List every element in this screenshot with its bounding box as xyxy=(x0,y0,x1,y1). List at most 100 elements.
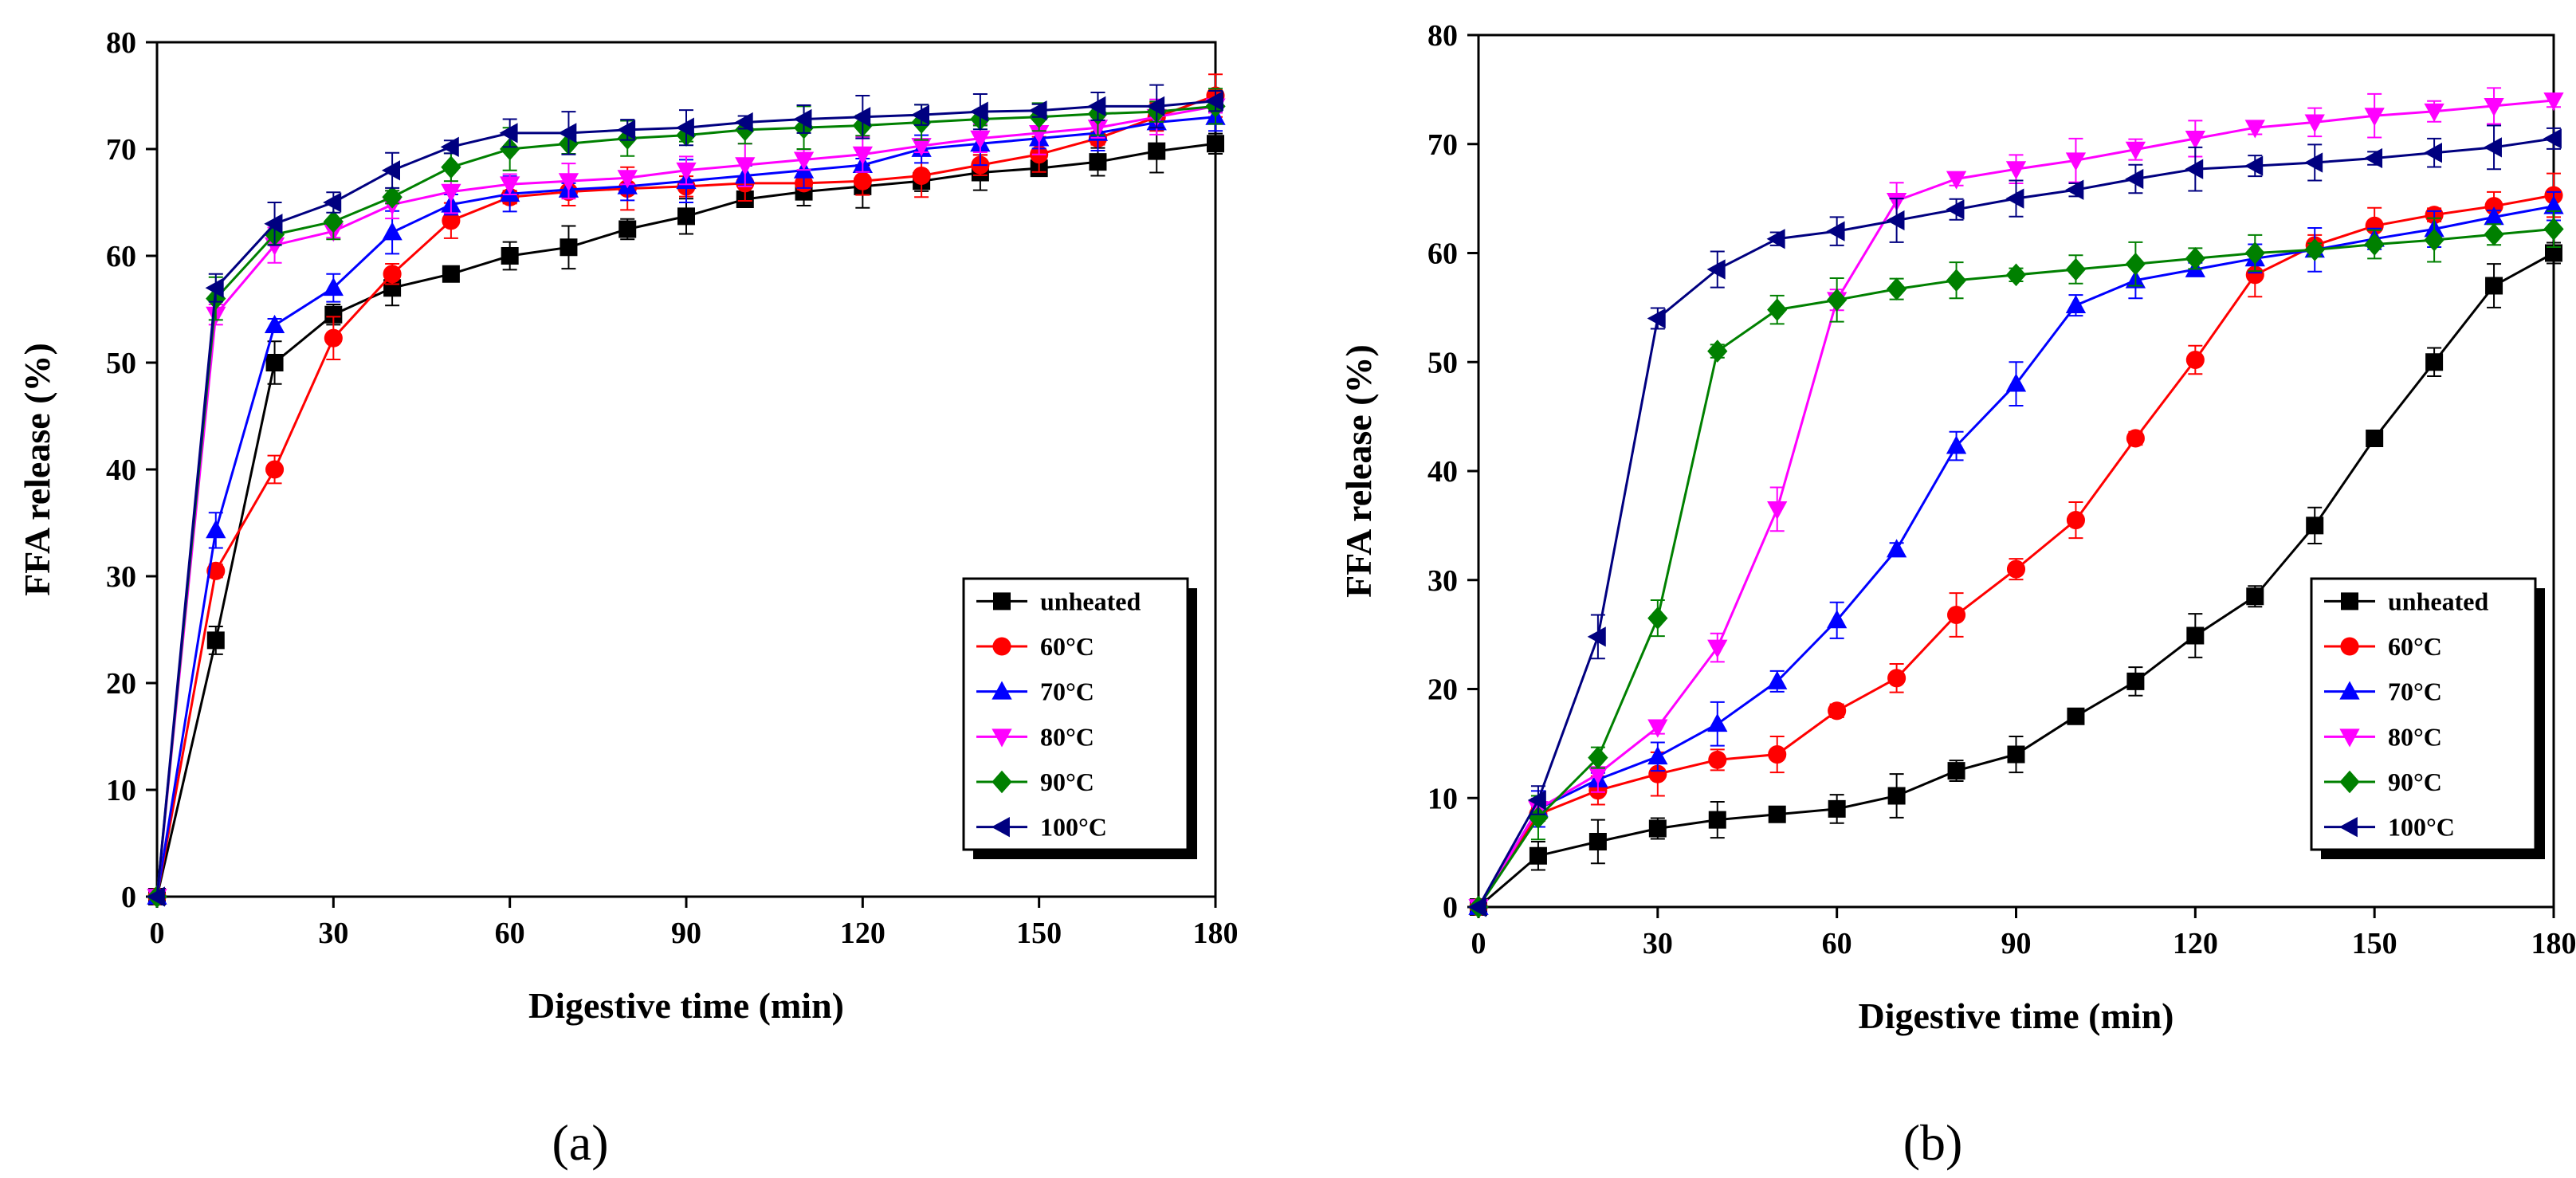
data-point xyxy=(1828,800,1846,818)
legend-label: 100°C xyxy=(2388,813,2455,842)
x-tick-label: 60 xyxy=(495,917,525,950)
data-point xyxy=(2425,353,2443,371)
data-point xyxy=(2126,673,2144,690)
data-point xyxy=(677,207,695,225)
y-tick-label: 70 xyxy=(1427,128,1458,162)
legend-marker xyxy=(2341,592,2358,610)
data-point xyxy=(618,221,636,238)
data-point xyxy=(1769,806,1786,823)
data-point xyxy=(266,354,284,371)
legend-label: 90°C xyxy=(1040,768,1094,796)
legend-marker xyxy=(992,637,1011,655)
x-axis-title: Digestive time (min) xyxy=(528,985,844,1026)
data-point xyxy=(2008,746,2025,764)
data-point xyxy=(2306,516,2323,534)
y-tick-label: 70 xyxy=(106,133,136,167)
y-axis-title: FFA release (%) xyxy=(17,343,57,596)
legend-marker xyxy=(2340,637,2358,655)
data-point xyxy=(2186,626,2204,644)
y-tick-label: 20 xyxy=(1427,673,1458,707)
x-tick-label: 60 xyxy=(1822,927,1852,960)
y-tick-label: 30 xyxy=(1427,564,1458,598)
legend-label: 70°C xyxy=(2388,677,2442,706)
y-tick-label: 80 xyxy=(106,26,136,60)
x-tick-label: 180 xyxy=(2531,927,2576,960)
legend-label: 80°C xyxy=(2388,722,2442,751)
x-tick-label: 150 xyxy=(1016,917,1062,950)
data-point xyxy=(1708,751,1726,769)
legend-marker xyxy=(993,592,1011,610)
panel-label: (b) xyxy=(1903,1114,1963,1171)
y-tick-label: 60 xyxy=(1427,238,1458,271)
legend: unheated 60°C 70°C 80°C 90°C 100°C xyxy=(964,579,1197,859)
y-axis-title: FFA release (%) xyxy=(1338,344,1379,598)
panel-label: (a) xyxy=(552,1114,608,1171)
data-point xyxy=(1589,833,1607,850)
data-point xyxy=(1947,606,1965,624)
data-point xyxy=(854,172,872,190)
data-point xyxy=(442,265,460,283)
data-point xyxy=(1828,701,1846,720)
data-point xyxy=(207,631,225,649)
data-point xyxy=(560,238,577,256)
data-point xyxy=(2067,511,2085,529)
legend-label: 60°C xyxy=(2388,632,2442,661)
y-tick-label: 10 xyxy=(1427,782,1458,815)
y-tick-label: 0 xyxy=(1443,891,1458,925)
legend-label: 60°C xyxy=(1040,632,1094,661)
legend-label: 90°C xyxy=(2388,768,2442,796)
data-point xyxy=(265,460,284,478)
data-point xyxy=(383,265,402,283)
y-tick-label: 10 xyxy=(106,774,136,807)
y-tick-label: 50 xyxy=(106,347,136,380)
y-tick-label: 50 xyxy=(1427,346,1458,379)
y-tick-label: 20 xyxy=(106,667,136,701)
data-point xyxy=(2126,429,2145,447)
y-tick-label: 40 xyxy=(106,454,136,487)
data-point xyxy=(2007,560,2025,579)
data-point xyxy=(1887,669,1906,687)
data-point xyxy=(913,167,931,185)
x-tick-label: 180 xyxy=(1193,917,1239,950)
x-tick-label: 120 xyxy=(2173,927,2218,960)
data-point xyxy=(2485,277,2503,295)
x-tick-label: 150 xyxy=(2352,927,2397,960)
legend-label: 70°C xyxy=(1040,677,1094,706)
legend-box xyxy=(2311,579,2535,850)
x-tick-label: 0 xyxy=(1471,927,1486,960)
y-tick-label: 30 xyxy=(106,560,136,594)
y-tick-label: 40 xyxy=(1427,455,1458,489)
data-point xyxy=(1948,762,1965,779)
y-tick-label: 0 xyxy=(121,881,136,914)
legend-label: unheated xyxy=(1040,587,1141,615)
data-point xyxy=(2186,351,2205,369)
legend-label: 100°C xyxy=(1040,813,1107,842)
data-point xyxy=(501,247,519,265)
data-point xyxy=(1530,847,1547,865)
legend-label: unheated xyxy=(2388,587,2488,615)
data-point xyxy=(1709,811,1726,829)
x-axis-title: Digestive time (min) xyxy=(1859,995,2174,1036)
y-tick-label: 80 xyxy=(1427,19,1458,53)
x-tick-label: 90 xyxy=(671,917,701,950)
data-point xyxy=(2366,430,2383,447)
data-point xyxy=(2246,587,2264,605)
data-point xyxy=(1888,787,1906,805)
data-point xyxy=(2067,708,2084,725)
legend-label: 80°C xyxy=(1040,722,1094,751)
data-point xyxy=(1089,153,1106,171)
data-point xyxy=(1768,745,1786,764)
data-point xyxy=(1207,135,1224,152)
x-tick-label: 30 xyxy=(1643,927,1673,960)
data-point xyxy=(324,329,343,348)
x-tick-label: 0 xyxy=(150,917,165,950)
y-tick-label: 60 xyxy=(106,240,136,273)
x-tick-label: 30 xyxy=(318,917,348,950)
data-point xyxy=(1649,820,1667,838)
x-tick-label: 90 xyxy=(2001,927,2032,960)
x-tick-label: 120 xyxy=(840,917,886,950)
legend: unheated 60°C 70°C 80°C 90°C 100°C xyxy=(2311,579,2545,859)
legend-box xyxy=(964,579,1188,850)
